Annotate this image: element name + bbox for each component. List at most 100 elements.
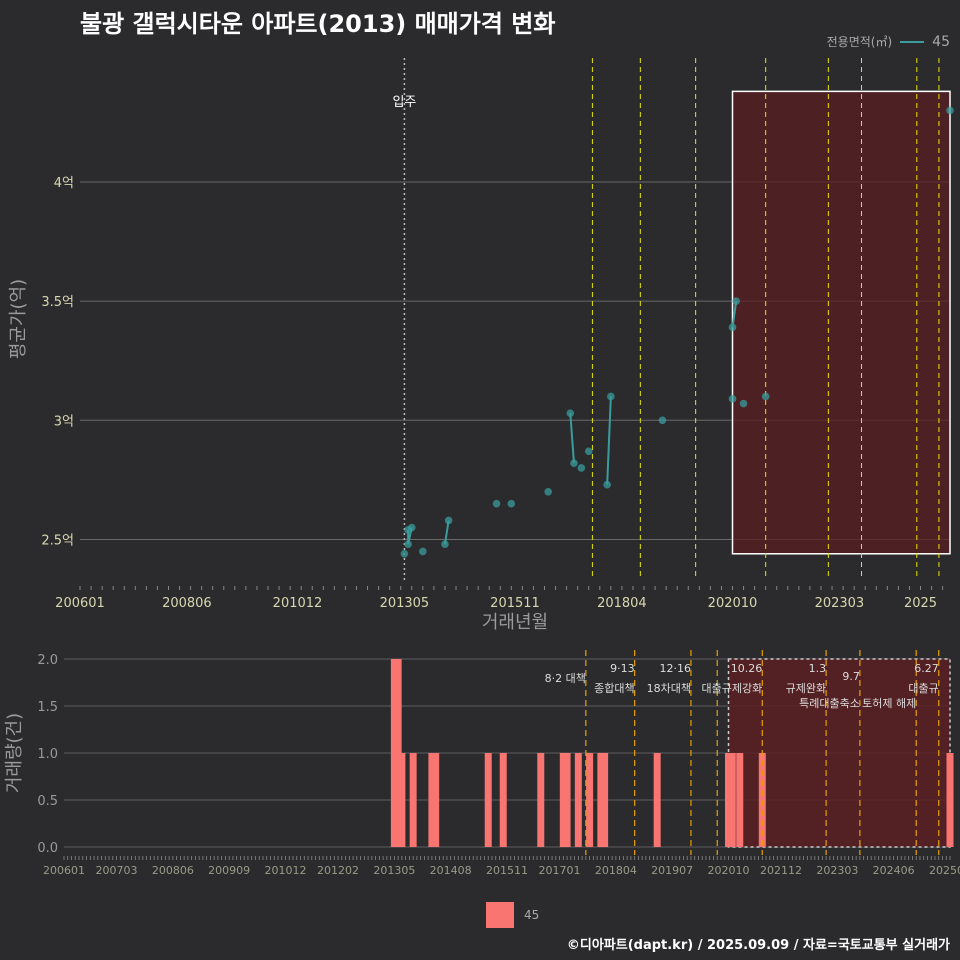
- volume-bar: [574, 753, 582, 847]
- event-label: 8·2 대책: [545, 672, 586, 685]
- event-sublabel: 대출규: [908, 682, 938, 695]
- data-point: [603, 480, 611, 489]
- series-line-segment: [443, 520, 450, 545]
- legend-bar-label: 45: [524, 908, 540, 922]
- x-axis-title: 거래년월: [482, 612, 548, 633]
- legend-bottom: 45: [486, 902, 539, 928]
- series-line-segment: [569, 413, 575, 464]
- data-point: [407, 523, 416, 532]
- event-sublabel: 특례대출축소: [799, 697, 860, 710]
- y-axis-title-volume: 거래량(건): [4, 713, 25, 793]
- data-point: [728, 323, 737, 332]
- event-label: 1.3: [809, 662, 827, 675]
- y-tick-label-volume: 2.0: [37, 653, 58, 668]
- page-title: 불광 갤럭시타운 아파트(2013) 매매가격 변화: [80, 10, 556, 38]
- volume-bar: [653, 753, 661, 847]
- x-tick-label: 202010: [708, 596, 758, 611]
- volume-bar: [728, 753, 736, 847]
- event-label: 9.7: [842, 670, 860, 683]
- volume-bar: [432, 753, 440, 847]
- event-label: 10.26: [731, 662, 763, 675]
- x-tick-label-volume: 202406: [873, 864, 915, 877]
- y-tick-label-volume: 0.0: [37, 841, 58, 856]
- volume-bar: [409, 753, 417, 847]
- data-point: [544, 488, 552, 496]
- data-point: [570, 459, 578, 468]
- data-point: [441, 540, 449, 549]
- x-tick-label-volume: 200601: [43, 864, 85, 877]
- x-tick-label: 202303: [815, 596, 865, 611]
- legend-top: 전용면적(㎡) 45: [827, 33, 950, 50]
- event-sublabel: 종합대책: [594, 682, 634, 695]
- x-tick-label-volume: 201907: [651, 864, 693, 877]
- volume-bar: [736, 753, 744, 847]
- volume-bar: [559, 753, 567, 847]
- series-line-segment: [731, 300, 738, 328]
- data-point: [400, 549, 409, 558]
- data-point: [584, 447, 593, 456]
- volume-bar: [586, 753, 594, 847]
- volume-bar: [946, 753, 954, 847]
- event-label: 6.27: [914, 662, 939, 675]
- y-tick-label-volume: 1.0: [37, 747, 58, 762]
- x-tick-label-volume: 202112: [760, 864, 802, 877]
- x-tick-label-volume: 201804: [595, 864, 637, 877]
- occupancy-label: 입주: [392, 95, 416, 110]
- y-tick-label: 3.5억: [41, 295, 74, 310]
- x-tick-label: 201804: [597, 596, 647, 611]
- volume-bar: [537, 753, 545, 847]
- x-tick-label-volume: 202303: [816, 864, 858, 877]
- x-tick-label: 200806: [162, 596, 212, 611]
- x-tick-label-volume: 201202: [317, 864, 359, 877]
- x-tick-label: 2025: [904, 596, 937, 611]
- x-tick-label-volume: 201408: [430, 864, 472, 877]
- data-point: [732, 297, 740, 305]
- volume-bar: [398, 753, 406, 847]
- y-tick-label: 4억: [54, 176, 74, 191]
- y-tick-label-volume: 1.5: [37, 700, 58, 715]
- data-point: [761, 392, 770, 401]
- event-label: 9·13: [610, 662, 635, 675]
- volume-bar: [563, 753, 571, 847]
- series-line-segment: [606, 396, 612, 485]
- legend-bar-swatch: [486, 902, 514, 928]
- x-tick-label-volume: 200703: [96, 864, 138, 877]
- legend-line-swatch: [900, 40, 925, 43]
- y-tick-label: 3억: [54, 414, 74, 429]
- x-tick-label: 200601: [55, 596, 105, 611]
- volume-bar: [428, 753, 436, 847]
- x-tick-label: 201012: [273, 596, 323, 611]
- event-sublabel: 토허제 해제: [862, 696, 916, 710]
- data-point: [577, 464, 586, 472]
- volume-bar: [725, 753, 732, 847]
- data-point: [419, 547, 427, 556]
- x-tick-label-volume: 201511: [486, 864, 528, 877]
- x-tick-label-volume: 201012: [265, 864, 307, 877]
- x-tick-label: 201511: [490, 596, 540, 611]
- y-tick-label-volume: 0.5: [37, 794, 58, 809]
- volume-bar: [499, 753, 507, 847]
- volume-bar: [390, 659, 398, 847]
- x-tick-label-volume: 200909: [208, 864, 250, 877]
- data-point: [404, 540, 412, 549]
- x-tick-label-volume: 202010: [708, 864, 750, 877]
- legend-title: 전용면적(㎡): [826, 35, 893, 49]
- event-sublabel: 대출규제강화: [702, 682, 763, 695]
- y-axis-title: 평균가(억): [8, 279, 29, 359]
- x-tick-label: 201305: [380, 596, 430, 611]
- y-tick-label: 2.5억: [41, 533, 74, 548]
- volume-bar: [484, 753, 492, 847]
- data-point: [444, 516, 453, 525]
- x-tick-label-volume: 201701: [539, 864, 581, 877]
- event-label: 12·16: [659, 662, 691, 675]
- x-tick-label-volume: 202509: [929, 864, 960, 877]
- volume-bar: [394, 659, 402, 847]
- data-point: [566, 409, 575, 417]
- data-point: [492, 499, 501, 508]
- event-sublabel: 규제완화: [786, 682, 826, 695]
- volume-bar: [601, 753, 609, 847]
- x-tick-label-volume: 200806: [152, 864, 194, 877]
- highlight-box: [731, 90, 951, 555]
- x-tick-label-volume: 201305: [373, 864, 415, 877]
